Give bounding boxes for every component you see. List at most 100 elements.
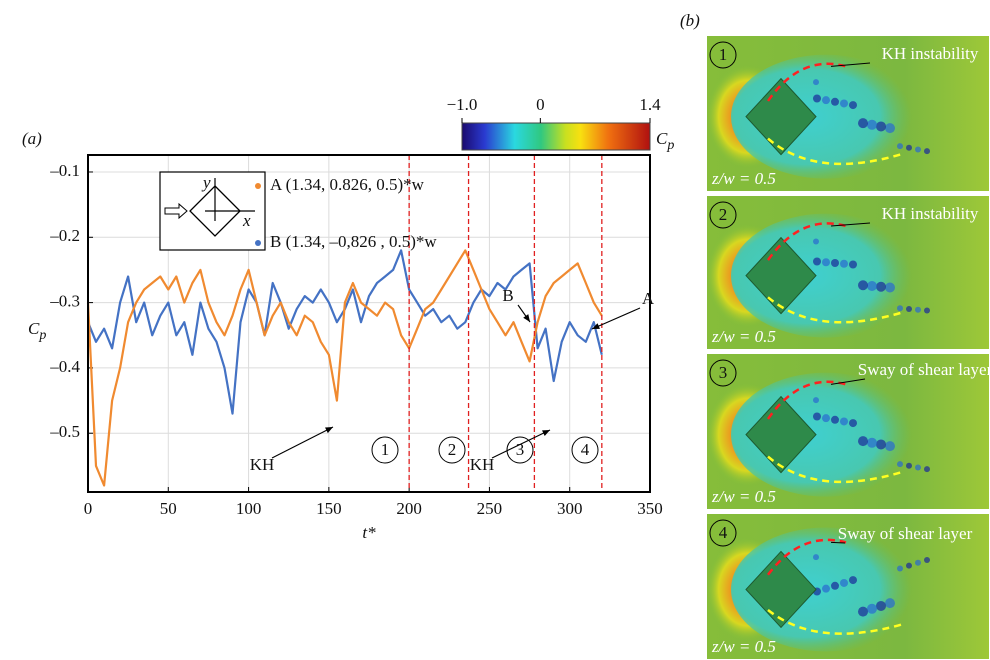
annotation-arrow	[591, 307, 641, 330]
inset-x-label: x	[242, 211, 251, 230]
vortex	[885, 598, 895, 609]
panel-label: (b)	[680, 11, 700, 30]
y-tick-label: –0.4	[49, 357, 80, 376]
legend-marker	[255, 183, 261, 189]
shear-layer-lower	[767, 609, 902, 635]
body	[745, 77, 817, 156]
vortex	[924, 556, 930, 563]
plane-label: z/w = 0.5	[711, 327, 776, 346]
vortex	[858, 606, 868, 617]
vortex	[876, 121, 886, 132]
vortex	[822, 414, 830, 423]
vortex	[915, 146, 921, 153]
vortex	[915, 559, 921, 566]
vortex	[840, 578, 848, 587]
x-tick-label: 250	[477, 499, 503, 518]
body	[745, 236, 817, 315]
vortex	[885, 123, 895, 134]
body	[745, 550, 817, 629]
legend-label: A (1.34, 0.826, 0.5)*w	[270, 175, 425, 194]
colorbar-tick-label: 1.4	[639, 95, 661, 114]
inset-y-label: y	[201, 173, 211, 192]
vortex	[813, 397, 819, 404]
vortex	[876, 281, 886, 292]
colorbar-label-sub: p	[666, 138, 674, 153]
shear-layer-upper	[766, 222, 847, 261]
panel-number: 2	[719, 205, 728, 224]
panel-number-circle	[709, 359, 737, 387]
x-tick-label: 200	[396, 499, 422, 518]
vortex	[867, 119, 877, 130]
vortex	[849, 101, 857, 110]
flow-panel: 2 KH instability z/w = 0.5	[705, 194, 990, 351]
inset: y x	[159, 171, 266, 251]
plane-label: z/w = 0.5	[711, 169, 776, 188]
panel-number: 4	[719, 523, 728, 542]
vortex	[813, 94, 821, 103]
annotation-arrowhead	[592, 323, 600, 329]
annotation: KH	[250, 455, 275, 474]
vortex	[906, 562, 912, 569]
inset-flow-arrow	[164, 202, 188, 220]
plot: 0 50 100 150 200 250 300 350 –0.1 –0.2 –0.3 –0.4 –0.…	[28, 155, 663, 542]
x-tick-label: 300	[557, 499, 583, 518]
panel-number-circle	[709, 201, 737, 229]
phase-label: 1	[381, 440, 390, 459]
x-axis-label: t*	[362, 523, 376, 542]
panel-border	[705, 352, 990, 511]
series-line	[86, 249, 603, 487]
legend-marker	[255, 240, 261, 246]
y-tick-label: –0.5	[49, 422, 80, 441]
shear-layer-lower	[767, 296, 902, 324]
x-tick-label: 0	[84, 499, 93, 518]
vortex	[858, 436, 868, 447]
x-tick-label: 100	[236, 499, 262, 518]
series-line	[86, 249, 603, 415]
vortex	[849, 419, 857, 428]
y-tick-label: –0.1	[49, 161, 80, 180]
y-axis-label: Cp	[28, 319, 46, 343]
vortex	[813, 554, 819, 561]
panel-annotation-arrow	[830, 222, 871, 227]
annotation-arrow	[491, 429, 551, 459]
panel-annotation: KH instability	[882, 204, 979, 223]
phase-circle	[371, 436, 399, 464]
vortex	[831, 415, 839, 424]
vortex	[897, 143, 903, 150]
flow-panel: 4 Sway of shear layer z/w = 0.5	[705, 512, 990, 660]
panel-annotation: Sway of shear layer	[858, 360, 990, 379]
annotation: A	[642, 289, 655, 308]
vortex	[813, 79, 819, 86]
vortex	[831, 97, 839, 106]
vortex	[858, 118, 868, 129]
inset-body	[189, 185, 241, 237]
vortex	[906, 144, 912, 151]
vortex	[885, 282, 895, 293]
plane-label: z/w = 0.5	[711, 637, 776, 656]
phase-circle	[571, 436, 599, 464]
flow-panel: 3 Sway of shear layer z/w = 0.5	[705, 352, 990, 511]
vortex	[867, 437, 877, 448]
annotation-arrowhead	[523, 314, 530, 322]
shear-layer-lower	[767, 455, 902, 484]
plane-label: z/w = 0.5	[711, 487, 776, 506]
vortex	[915, 464, 921, 471]
annotation: B	[502, 286, 513, 305]
colorbar-label: Cp	[656, 129, 674, 153]
vortex	[849, 576, 857, 585]
vortex	[876, 439, 886, 450]
vortex	[867, 603, 877, 614]
vortex	[840, 99, 848, 108]
y-tick-label: –0.2	[49, 226, 80, 245]
vortex	[813, 238, 819, 245]
vortex	[822, 584, 830, 593]
body	[745, 395, 817, 474]
vortex	[831, 581, 839, 590]
vortex	[840, 417, 848, 426]
flow-panel: 1 KH instability z/w = 0.5	[705, 34, 990, 193]
vortex	[867, 281, 877, 291]
panel-annotation-arrow	[830, 378, 866, 385]
legend-label: B (1.34, –0,826 , 0.5)*w	[270, 232, 437, 251]
vortex	[897, 305, 903, 312]
